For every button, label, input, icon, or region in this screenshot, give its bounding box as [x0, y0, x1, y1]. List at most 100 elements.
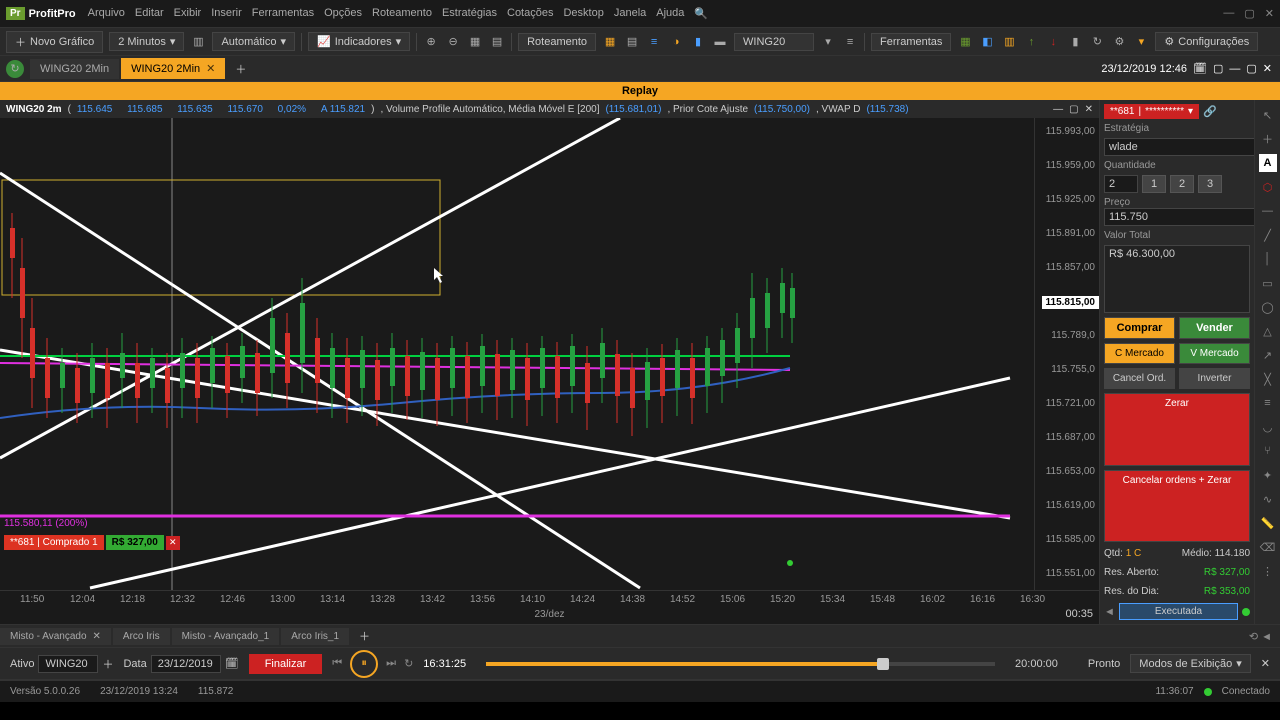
- t7-icon[interactable]: ↻: [1089, 34, 1105, 50]
- qty-preset-1[interactable]: 1: [1142, 175, 1166, 193]
- trend-tool[interactable]: ╱: [1259, 226, 1277, 244]
- gann-tool[interactable]: ✦: [1259, 466, 1277, 484]
- chart-area[interactable]: 115.993,00115.959,00115.925,00115.891,00…: [0, 118, 1099, 590]
- sell-market-button[interactable]: V Mercado: [1179, 343, 1250, 364]
- fib-tool[interactable]: ≡: [1259, 394, 1277, 412]
- auto-select[interactable]: Automático ▾: [212, 32, 295, 51]
- link-icon[interactable]: 🔗: [1203, 105, 1217, 118]
- cal-icon[interactable]: 🗓: [1193, 62, 1207, 75]
- menu-opcoes[interactable]: Opções: [324, 7, 362, 20]
- arc-tool[interactable]: ◡: [1259, 418, 1277, 436]
- tab-1[interactable]: WING20 2Min✕: [121, 58, 225, 79]
- menu-exibir[interactable]: Exibir: [174, 7, 202, 20]
- replay-date-input[interactable]: [151, 655, 221, 673]
- cancel-orders-button[interactable]: Cancel Ord.: [1104, 368, 1175, 389]
- text-tool[interactable]: A: [1259, 154, 1277, 172]
- crosshair-tool[interactable]: ＋: [1259, 130, 1277, 148]
- channel-tool[interactable]: ╳: [1259, 370, 1277, 388]
- ferramentas-button[interactable]: Ferramentas: [871, 33, 951, 51]
- add-ws-button[interactable]: ＋: [351, 628, 378, 644]
- invert-button[interactable]: Inverter: [1179, 368, 1250, 389]
- zoom-out-icon[interactable]: ⊖: [445, 34, 461, 50]
- rewind-button[interactable]: ⏮: [332, 657, 342, 670]
- menu-desktop[interactable]: Desktop: [563, 7, 603, 20]
- max2-icon[interactable]: ▢: [1246, 62, 1256, 75]
- tool-ic4[interactable]: ◑: [668, 34, 684, 50]
- menu-cotacoes[interactable]: Cotações: [507, 7, 553, 20]
- play-pause-button[interactable]: ⏸: [350, 650, 378, 678]
- position-close-button[interactable]: ✕: [166, 536, 180, 550]
- t8-icon[interactable]: ⚙: [1111, 34, 1127, 50]
- menu-estrategias[interactable]: Estratégias: [442, 7, 497, 20]
- restore-icon[interactable]: ▢: [1213, 62, 1223, 75]
- pitchfork-tool[interactable]: ⑂: [1259, 442, 1277, 460]
- zerar-button[interactable]: Zerar: [1104, 393, 1250, 465]
- triangle-tool[interactable]: △: [1259, 322, 1277, 340]
- t5-icon[interactable]: ↓: [1045, 34, 1061, 50]
- add-tab-button[interactable]: ＋: [227, 61, 254, 77]
- indicadores-button[interactable]: 📈 Indicadores ▾: [308, 32, 410, 51]
- tab-0[interactable]: WING20 2Min: [30, 59, 119, 79]
- quantity-input[interactable]: [1104, 175, 1138, 193]
- cancel-zerar-button[interactable]: Cancelar ordens + Zerar: [1104, 470, 1250, 542]
- finalizar-button[interactable]: Finalizar: [249, 654, 323, 674]
- menu-janela[interactable]: Janela: [614, 7, 646, 20]
- eraser-tool[interactable]: ⌫: [1259, 538, 1277, 556]
- buy-market-button[interactable]: C Mercado: [1104, 343, 1175, 364]
- menu-ferramentas[interactable]: Ferramentas: [252, 7, 314, 20]
- novo-grafico-button[interactable]: ＋ Novo Gráfico: [6, 31, 103, 53]
- qty-preset-2[interactable]: 2: [1170, 175, 1194, 193]
- modos-button[interactable]: Modos de Exibição ▾: [1130, 654, 1250, 673]
- chart-max-icon[interactable]: ▢: [1069, 104, 1078, 115]
- speed-button[interactable]: ↻: [404, 657, 413, 670]
- layout1-icon[interactable]: ▦: [467, 34, 483, 50]
- chart-min-icon[interactable]: —: [1053, 104, 1063, 115]
- forward-button[interactable]: ⏭: [386, 657, 396, 670]
- menu-arquivo[interactable]: Arquivo: [88, 7, 125, 20]
- menu-editar[interactable]: Editar: [135, 7, 164, 20]
- t4-icon[interactable]: ↑: [1023, 34, 1039, 50]
- tool-ic2[interactable]: ▤: [624, 34, 640, 50]
- tool-ic1[interactable]: ▦: [602, 34, 618, 50]
- tool-ic5[interactable]: ▮: [690, 34, 706, 50]
- calendar-icon[interactable]: 🗓: [225, 657, 239, 670]
- ruler-tool[interactable]: 📏: [1259, 514, 1277, 532]
- price-input[interactable]: [1104, 208, 1256, 226]
- t1-icon[interactable]: ▦: [957, 34, 973, 50]
- vline-tool[interactable]: │: [1259, 250, 1277, 268]
- buy-button[interactable]: Comprar: [1104, 317, 1175, 339]
- search-icon[interactable]: 🔍: [694, 7, 708, 20]
- roteamento-button[interactable]: Roteamento: [518, 33, 596, 51]
- t9-icon[interactable]: ▾: [1133, 34, 1149, 50]
- account-badge[interactable]: **681 | ********** ▾: [1104, 104, 1199, 119]
- refresh-icon[interactable]: ↻: [6, 60, 24, 78]
- minimize-icon[interactable]: —: [1223, 7, 1234, 20]
- replay-slider[interactable]: [486, 662, 995, 666]
- rect-tool[interactable]: ▭: [1259, 274, 1277, 292]
- maximize-icon[interactable]: ▢: [1244, 7, 1254, 20]
- menu-ajuda[interactable]: Ajuda: [656, 7, 684, 20]
- timeframe-select[interactable]: 2 Minutos ▾: [109, 32, 184, 51]
- ray-tool[interactable]: ↗: [1259, 346, 1277, 364]
- config-button[interactable]: ⚙ Configurações: [1155, 32, 1258, 51]
- symbol-input[interactable]: [734, 33, 814, 51]
- layout2-icon[interactable]: ▤: [489, 34, 505, 50]
- more-tool[interactable]: ⋮: [1259, 562, 1277, 580]
- dropdown-icon[interactable]: ▾: [820, 34, 836, 50]
- ws-tab-0[interactable]: Misto - Avançado ✕: [0, 628, 111, 645]
- list-icon[interactable]: ≡: [842, 34, 858, 50]
- replay-symbol-input[interactable]: [38, 655, 98, 673]
- min2-icon[interactable]: —: [1229, 63, 1240, 75]
- strategy-select[interactable]: [1104, 138, 1256, 156]
- scroll-left-icon[interactable]: ◄: [1104, 606, 1115, 618]
- magnet-tool[interactable]: ⬡: [1259, 178, 1277, 196]
- close-icon[interactable]: ✕: [1265, 7, 1274, 20]
- candle-icon[interactable]: ▥: [190, 34, 206, 50]
- ellipse-tool[interactable]: ◯: [1259, 298, 1277, 316]
- chart-close-icon[interactable]: ✕: [1085, 104, 1093, 115]
- wave-tool[interactable]: ∿: [1259, 490, 1277, 508]
- ws-tab-2[interactable]: Misto - Avançado_1: [172, 628, 280, 645]
- menu-roteamento[interactable]: Roteamento: [372, 7, 432, 20]
- menu-inserir[interactable]: Inserir: [211, 7, 242, 20]
- cursor-tool[interactable]: ↖: [1259, 106, 1277, 124]
